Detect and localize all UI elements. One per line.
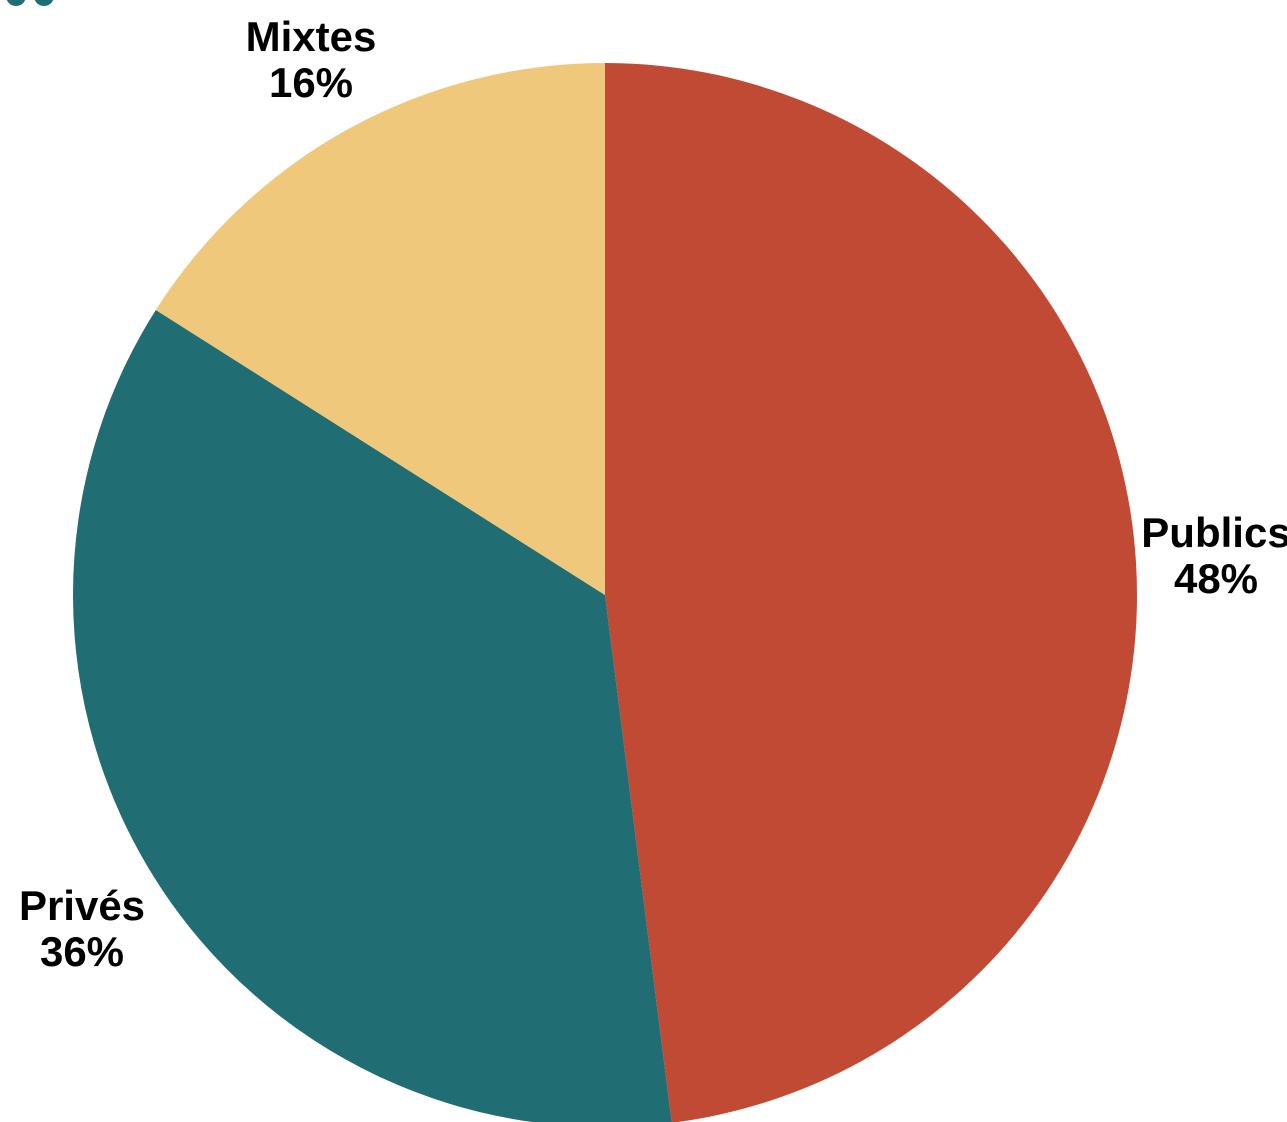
slice-percent-label: 48% <box>1174 555 1258 602</box>
slice-percent-label: 16% <box>269 59 353 106</box>
slice-category-label: Privés <box>19 882 145 929</box>
pie-slice-prives <box>73 309 672 1122</box>
pie-slice-publics <box>605 63 1138 1122</box>
slice-category-label: Mixtes <box>246 13 377 60</box>
pie-slices <box>73 63 1138 1122</box>
slice-category-label: Publics <box>1141 509 1287 556</box>
corner-decoration <box>6 0 54 6</box>
pie-slice-mixtes <box>155 63 605 595</box>
slice-percent-label: 36% <box>40 928 124 975</box>
